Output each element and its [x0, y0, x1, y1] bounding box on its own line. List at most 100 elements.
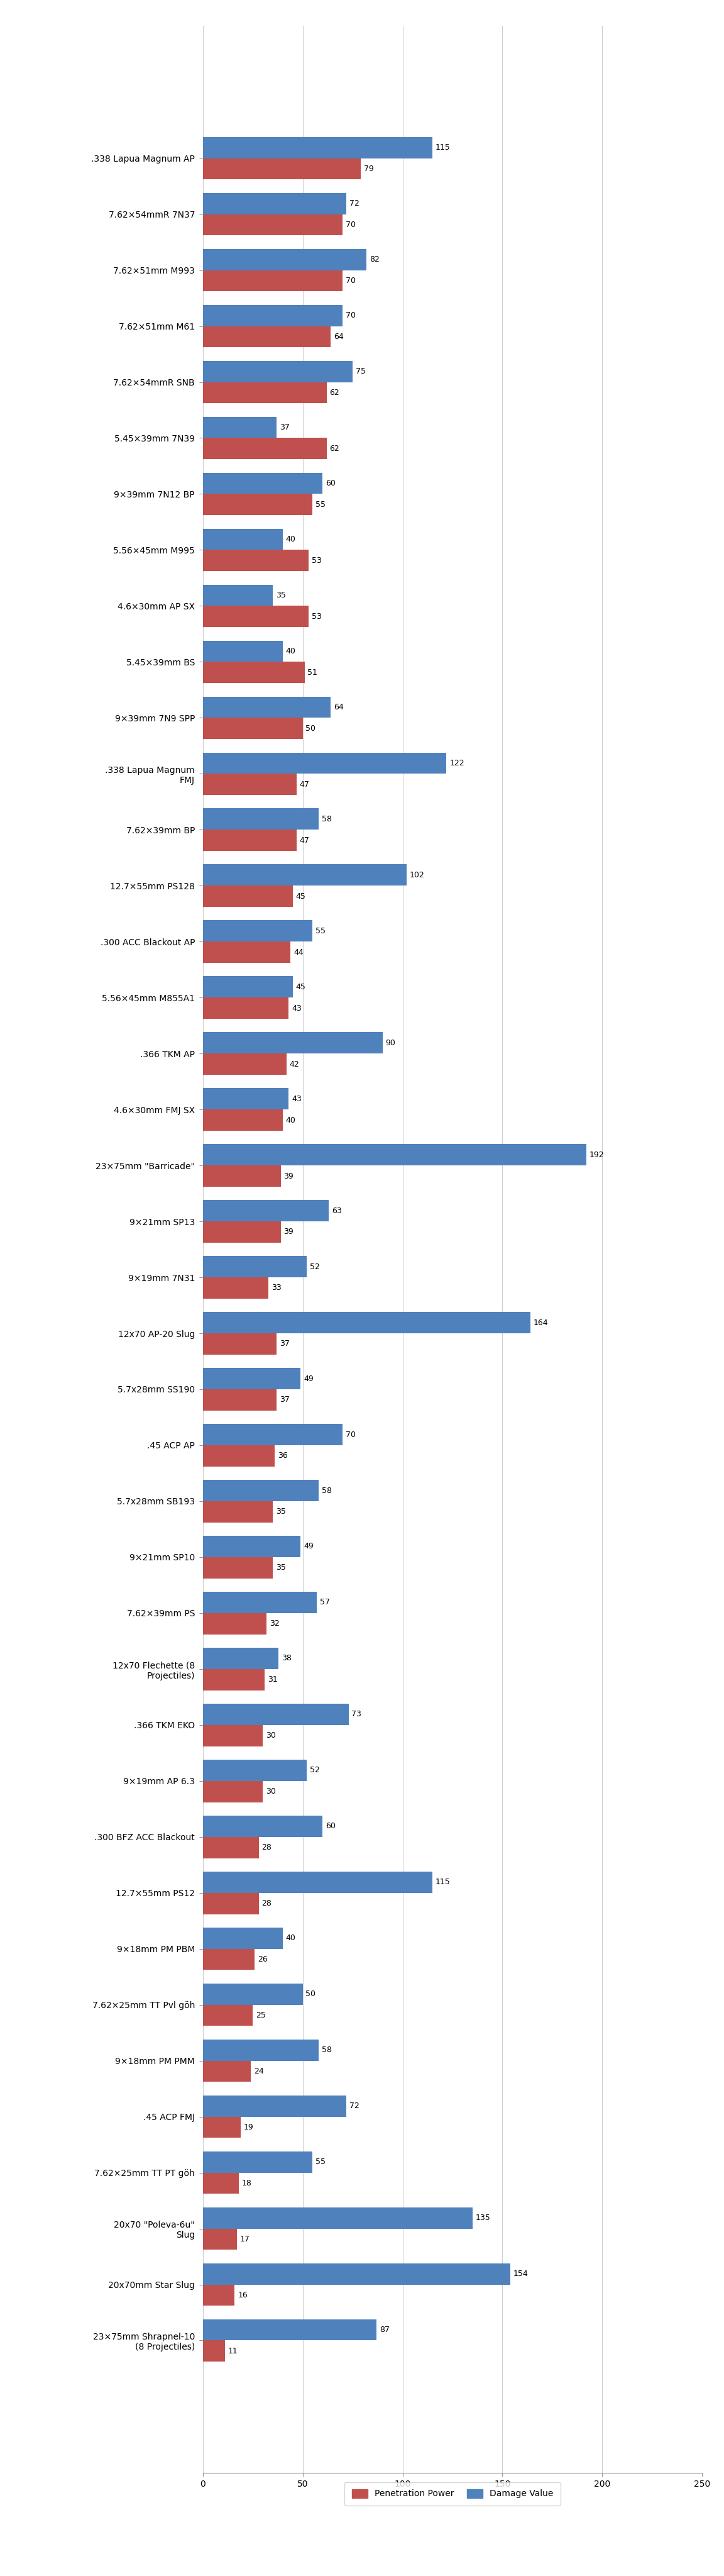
Text: 60: 60 — [326, 1821, 336, 1832]
Text: 87: 87 — [379, 2326, 390, 2334]
Text: 37: 37 — [279, 1340, 290, 1347]
Bar — [203, 1927, 282, 1950]
Text: 17: 17 — [240, 2236, 250, 2244]
Text: 30: 30 — [266, 1731, 276, 1739]
Text: 70: 70 — [345, 276, 355, 286]
Bar — [203, 829, 297, 850]
Text: 55: 55 — [316, 927, 326, 935]
Text: 192: 192 — [589, 1151, 605, 1159]
Text: 55: 55 — [316, 2159, 326, 2166]
Bar — [203, 2117, 240, 2138]
Text: 40: 40 — [286, 536, 295, 544]
Text: 40: 40 — [286, 1935, 295, 1942]
Text: 115: 115 — [436, 144, 450, 152]
Text: 73: 73 — [352, 1710, 361, 1718]
Text: 102: 102 — [410, 871, 424, 878]
Text: 75: 75 — [355, 368, 366, 376]
Bar — [203, 2151, 313, 2172]
Text: 32: 32 — [269, 1620, 279, 1628]
Bar — [203, 1837, 258, 1857]
Text: 49: 49 — [303, 1543, 313, 1551]
Bar — [203, 304, 342, 327]
Bar — [203, 1054, 287, 1074]
Text: 55: 55 — [316, 500, 326, 507]
Text: 62: 62 — [329, 389, 340, 397]
Bar — [203, 997, 289, 1020]
Bar — [203, 1445, 274, 1466]
Text: 43: 43 — [292, 1005, 301, 1012]
Bar — [203, 1502, 273, 1522]
Bar — [203, 585, 273, 605]
Bar — [203, 2094, 347, 2117]
Text: 39: 39 — [284, 1172, 293, 1180]
Text: 49: 49 — [303, 1376, 313, 1383]
Bar — [203, 1873, 432, 1893]
Bar — [203, 2172, 239, 2195]
Bar — [203, 641, 282, 662]
Bar — [203, 886, 292, 907]
Text: 37: 37 — [279, 422, 290, 433]
Text: 64: 64 — [334, 703, 343, 711]
Bar — [203, 2285, 235, 2306]
Text: 57: 57 — [319, 1597, 329, 1607]
Bar — [203, 662, 305, 683]
Text: 70: 70 — [345, 312, 355, 319]
Text: 53: 53 — [311, 613, 321, 621]
Bar — [203, 2040, 319, 2061]
Bar — [203, 773, 297, 796]
Bar — [203, 157, 361, 180]
Text: 122: 122 — [450, 760, 464, 768]
Text: 45: 45 — [295, 891, 306, 902]
Bar — [203, 696, 331, 719]
Bar — [203, 1257, 307, 1278]
Text: 35: 35 — [276, 1564, 286, 1571]
Bar — [203, 920, 313, 943]
Bar — [203, 2342, 224, 2362]
Bar — [203, 1726, 263, 1747]
Text: 115: 115 — [436, 1878, 450, 1886]
Bar — [203, 528, 282, 549]
Bar — [203, 1334, 277, 1355]
Bar — [203, 1759, 307, 1780]
Text: 154: 154 — [513, 2269, 529, 2277]
Bar — [203, 1200, 329, 1221]
Bar — [203, 2208, 473, 2228]
Bar — [203, 549, 308, 572]
Text: 64: 64 — [334, 332, 343, 340]
Text: 35: 35 — [276, 1507, 286, 1515]
Bar — [203, 1033, 382, 1054]
Bar — [203, 1703, 348, 1726]
Text: 90: 90 — [386, 1038, 395, 1046]
Bar — [203, 2318, 376, 2342]
Bar — [203, 270, 342, 291]
Text: 28: 28 — [261, 1844, 272, 1852]
Bar — [203, 1221, 281, 1242]
Text: 58: 58 — [321, 2045, 332, 2053]
Text: 38: 38 — [282, 1654, 292, 1662]
Bar — [203, 474, 323, 495]
Text: 70: 70 — [345, 1430, 355, 1437]
Text: 72: 72 — [350, 2102, 360, 2110]
Bar — [203, 137, 432, 157]
Bar — [203, 193, 347, 214]
Bar — [203, 866, 407, 886]
Bar — [203, 605, 308, 626]
Bar — [203, 1893, 258, 1914]
Text: 28: 28 — [261, 1899, 272, 1909]
Text: 26: 26 — [258, 1955, 268, 1963]
Bar — [203, 719, 303, 739]
Bar — [203, 1144, 586, 1164]
Bar — [203, 943, 290, 963]
Bar — [203, 438, 327, 459]
Text: 43: 43 — [292, 1095, 301, 1103]
Bar — [203, 2228, 237, 2249]
Bar — [203, 1164, 281, 1188]
Text: 40: 40 — [286, 1115, 295, 1123]
Text: 52: 52 — [310, 1767, 319, 1775]
Text: 62: 62 — [329, 446, 340, 453]
Text: 16: 16 — [237, 2290, 248, 2300]
Text: 47: 47 — [300, 781, 310, 788]
Bar — [203, 1669, 265, 1690]
Text: 24: 24 — [253, 2066, 264, 2076]
Text: 36: 36 — [278, 1453, 287, 1461]
